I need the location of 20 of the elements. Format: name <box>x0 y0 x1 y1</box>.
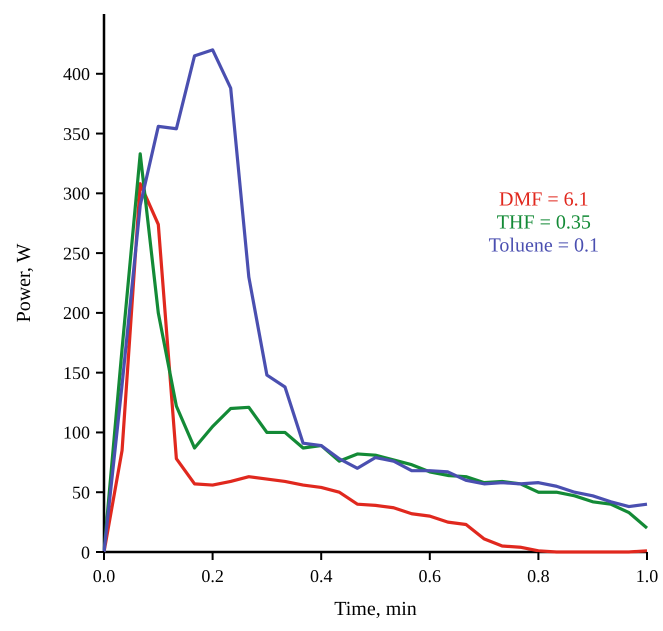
y-axis-title: Power, W <box>13 243 35 322</box>
y-tick-label: 250 <box>63 243 90 264</box>
x-tick-label: 0.6 <box>418 566 442 586</box>
x-tick-label: 1.0 <box>636 566 658 586</box>
y-tick-label: 400 <box>63 64 90 84</box>
y-tick-label: 100 <box>63 422 90 443</box>
y-tick-label: 300 <box>63 184 90 204</box>
y-tick-label: 50 <box>72 482 90 503</box>
y-tick-label: 0 <box>81 542 90 562</box>
text: THF = 0.35 <box>496 211 591 234</box>
x-tick-label: 0.8 <box>527 566 550 586</box>
text: Toluene = 0.1 <box>488 234 600 256</box>
x-tick-label: 0.4 <box>310 566 332 586</box>
y-tick-label: 200 <box>63 303 90 324</box>
y-tick-label: 150 <box>63 362 90 383</box>
y-tick-label: 350 <box>63 124 90 144</box>
x-axis-title: Time, min <box>334 598 417 620</box>
x-tick-label: 0.2 <box>201 566 224 586</box>
text: DMF = 6.1 <box>499 188 589 210</box>
x-tick-label: 0.0 <box>92 566 116 586</box>
